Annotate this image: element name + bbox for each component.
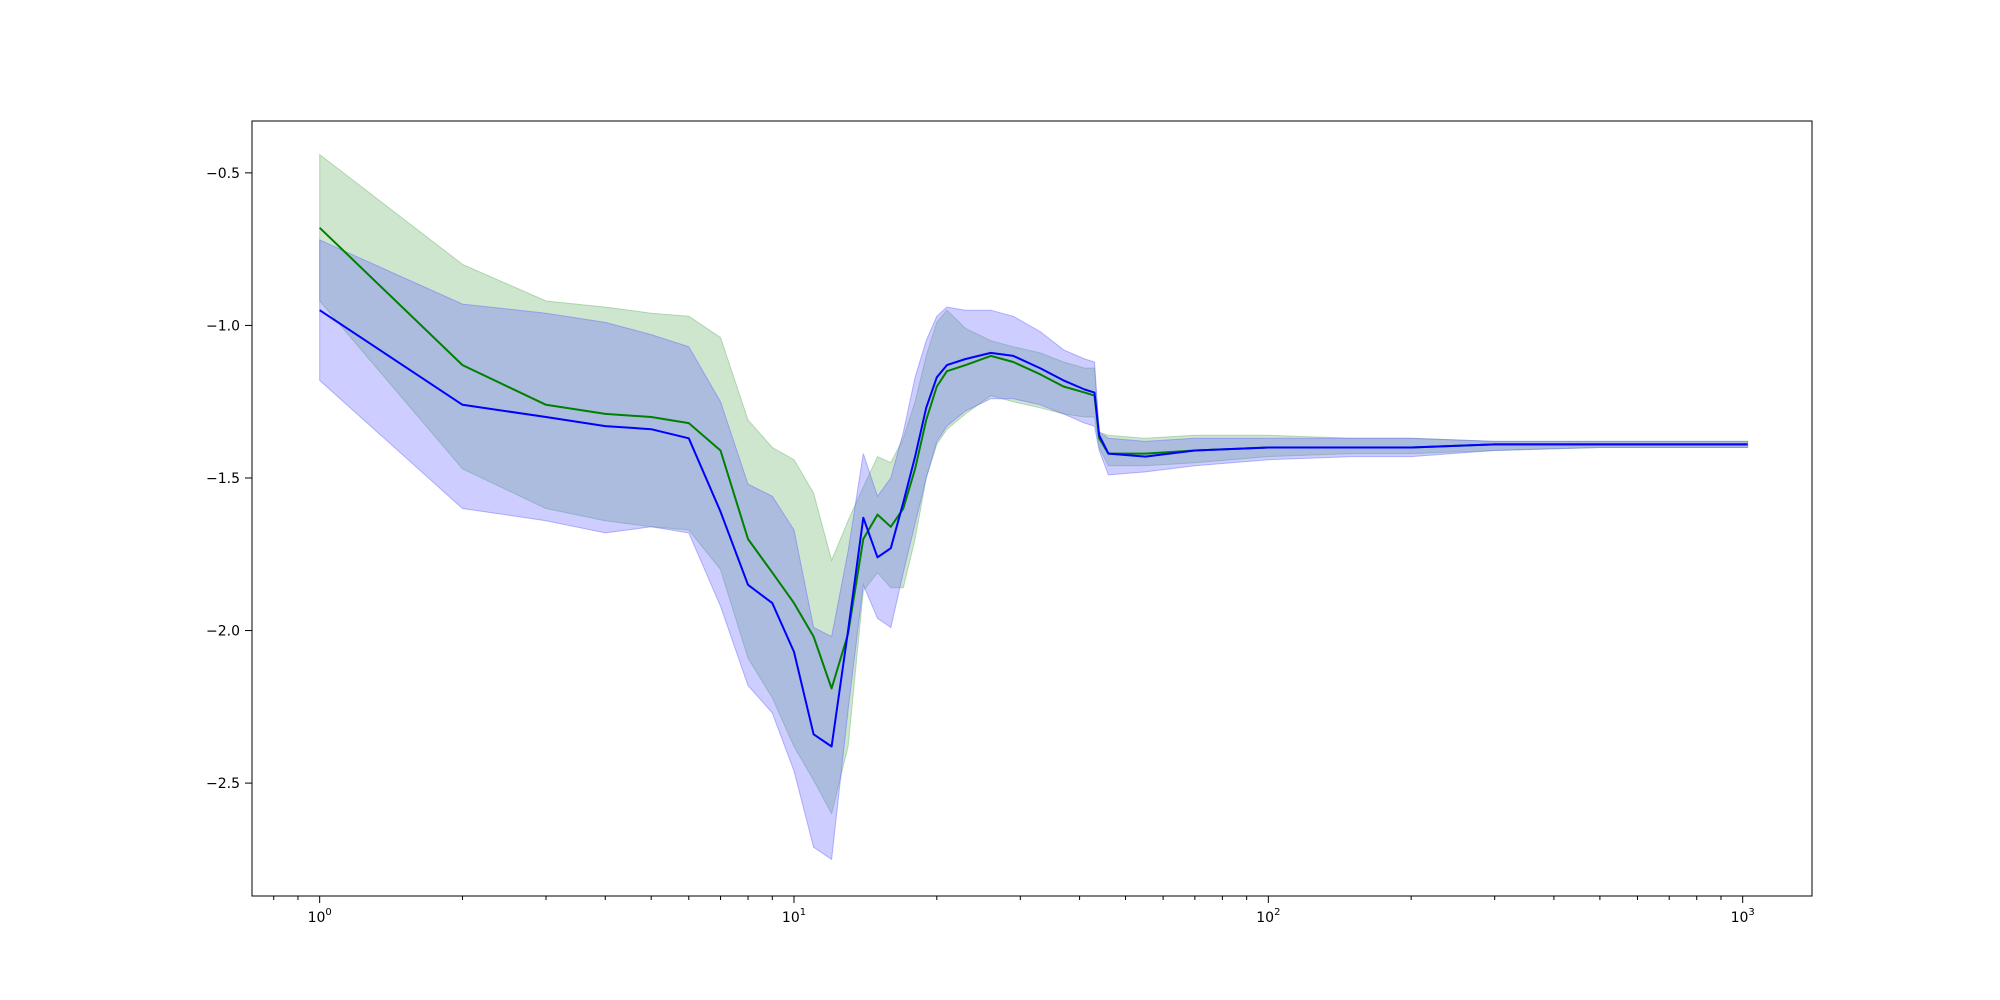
y-tick-label: −2.0 [206,624,240,640]
y-tick-label: −1.0 [206,318,240,334]
x-axis: 100 101 102 103 [273,896,1755,926]
plot-frame [251,120,1813,897]
confidence-band-2 [319,239,1749,861]
x-tick-label: 102 [1256,907,1280,926]
x-tick-label: 103 [1731,907,1755,926]
x-tick-label: 101 [782,907,806,926]
confidence-band-1 [319,153,1749,815]
y-axis: −0.5 −1.0 −1.5 −2.0 −2.5 [206,166,252,792]
confidence-bands [319,153,1749,861]
y-tick-label: −2.5 [206,776,240,792]
series-lines [319,227,1748,748]
x-tick-label: 100 [308,907,332,926]
y-tick-label: −0.5 [206,166,240,182]
series-line-2 [319,309,1748,748]
y-tick-label: −1.5 [206,471,240,487]
